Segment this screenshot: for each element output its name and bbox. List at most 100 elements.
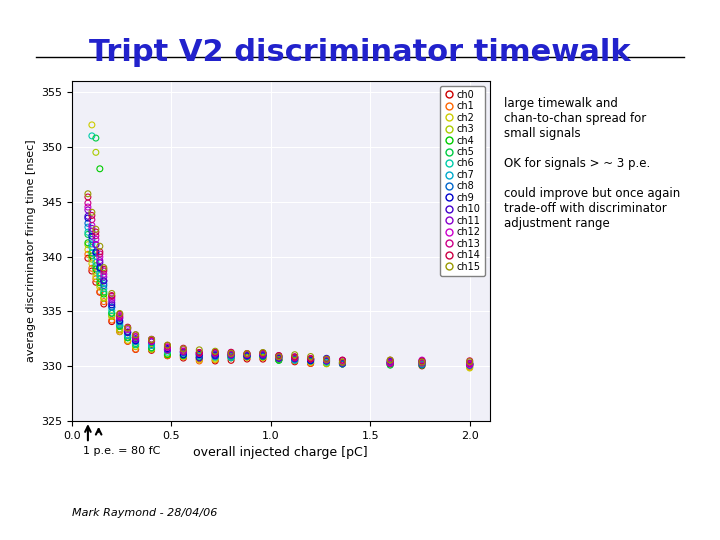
ch14: [106, 291, 117, 300]
ch7: [90, 252, 102, 261]
ch12: [94, 253, 106, 261]
ch8: [416, 361, 428, 369]
ch10: [241, 352, 253, 360]
ch15: [98, 264, 109, 272]
ch7: [94, 269, 106, 278]
ch11: [337, 356, 348, 364]
ch13: [257, 349, 269, 358]
ch4: [210, 350, 221, 359]
ch9: [114, 316, 125, 325]
ch0: [210, 356, 221, 365]
ch15: [464, 357, 475, 366]
ch13: [82, 199, 94, 207]
ch4: [305, 356, 316, 364]
ch13: [86, 215, 98, 224]
ch14: [130, 330, 141, 339]
ch1: [178, 353, 189, 361]
ch7: [86, 240, 98, 248]
ch3: [305, 357, 316, 366]
ch5: [305, 356, 316, 364]
ch5: [273, 356, 284, 364]
ch15: [241, 349, 253, 358]
ch3: [464, 361, 475, 369]
ch6: [178, 349, 189, 357]
ch0: [241, 355, 253, 363]
ch2: [384, 360, 396, 369]
ch15: [178, 345, 189, 353]
ch9: [225, 350, 237, 359]
ch7: [194, 352, 205, 360]
ch0: [305, 359, 316, 368]
ch11: [321, 356, 333, 365]
ch7: [273, 353, 284, 362]
ch5: [416, 359, 428, 367]
ch12: [464, 360, 475, 369]
ch9: [210, 352, 221, 360]
ch0: [384, 360, 396, 369]
ch5: [130, 339, 141, 348]
ch10: [114, 314, 125, 322]
ch4: [241, 352, 253, 361]
ch0: [114, 327, 125, 336]
ch6: [106, 306, 117, 315]
ch15: [162, 341, 174, 349]
ch14: [289, 353, 300, 361]
ch14: [145, 336, 157, 345]
ch1: [114, 326, 125, 334]
ch12: [273, 352, 284, 361]
ch3: [178, 350, 189, 359]
Text: 1 p.e. = 80 fC: 1 p.e. = 80 fC: [83, 446, 160, 456]
ch9: [194, 350, 205, 359]
ch10: [225, 350, 237, 359]
ch10: [321, 354, 333, 363]
ch8: [384, 358, 396, 367]
ch0: [464, 362, 475, 370]
ch0: [416, 362, 428, 370]
ch3: [90, 268, 102, 277]
ch13: [114, 312, 125, 321]
ch11: [145, 335, 157, 344]
ch14: [384, 356, 396, 364]
ch3: [289, 356, 300, 364]
ch12: [210, 348, 221, 357]
ch1: [225, 354, 237, 362]
ch12: [130, 332, 141, 341]
ch8: [82, 219, 94, 227]
ch7: [257, 350, 269, 359]
ch3: [145, 345, 157, 354]
ch0: [90, 278, 102, 287]
ch10: [289, 354, 300, 363]
ch2: [98, 293, 109, 302]
ch15: [384, 356, 396, 364]
ch9: [178, 350, 189, 359]
ch3: [321, 360, 333, 368]
ch14: [241, 349, 253, 358]
ch12: [241, 349, 253, 358]
ch4: [122, 333, 133, 342]
ch15: [145, 335, 157, 344]
ch0: [145, 346, 157, 355]
ch1: [82, 250, 94, 259]
ch11: [384, 357, 396, 366]
ch14: [82, 193, 94, 201]
ch15: [122, 324, 133, 333]
ch10: [122, 328, 133, 336]
ch13: [384, 359, 396, 368]
ch12: [384, 359, 396, 367]
ch3: [162, 349, 174, 358]
ch14: [178, 344, 189, 353]
ch11: [106, 296, 117, 305]
ch10: [162, 345, 174, 354]
ch0: [122, 337, 133, 346]
Point: [90, 148, 102, 157]
Text: Mark Raymond - 28/04/06: Mark Raymond - 28/04/06: [72, 508, 217, 518]
ch7: [114, 320, 125, 329]
ch0: [273, 355, 284, 364]
ch9: [130, 336, 141, 345]
ch10: [145, 338, 157, 346]
Point: [90, 134, 102, 143]
ch6: [289, 355, 300, 364]
ch6: [114, 319, 125, 327]
ch6: [194, 351, 205, 360]
ch11: [257, 350, 269, 359]
